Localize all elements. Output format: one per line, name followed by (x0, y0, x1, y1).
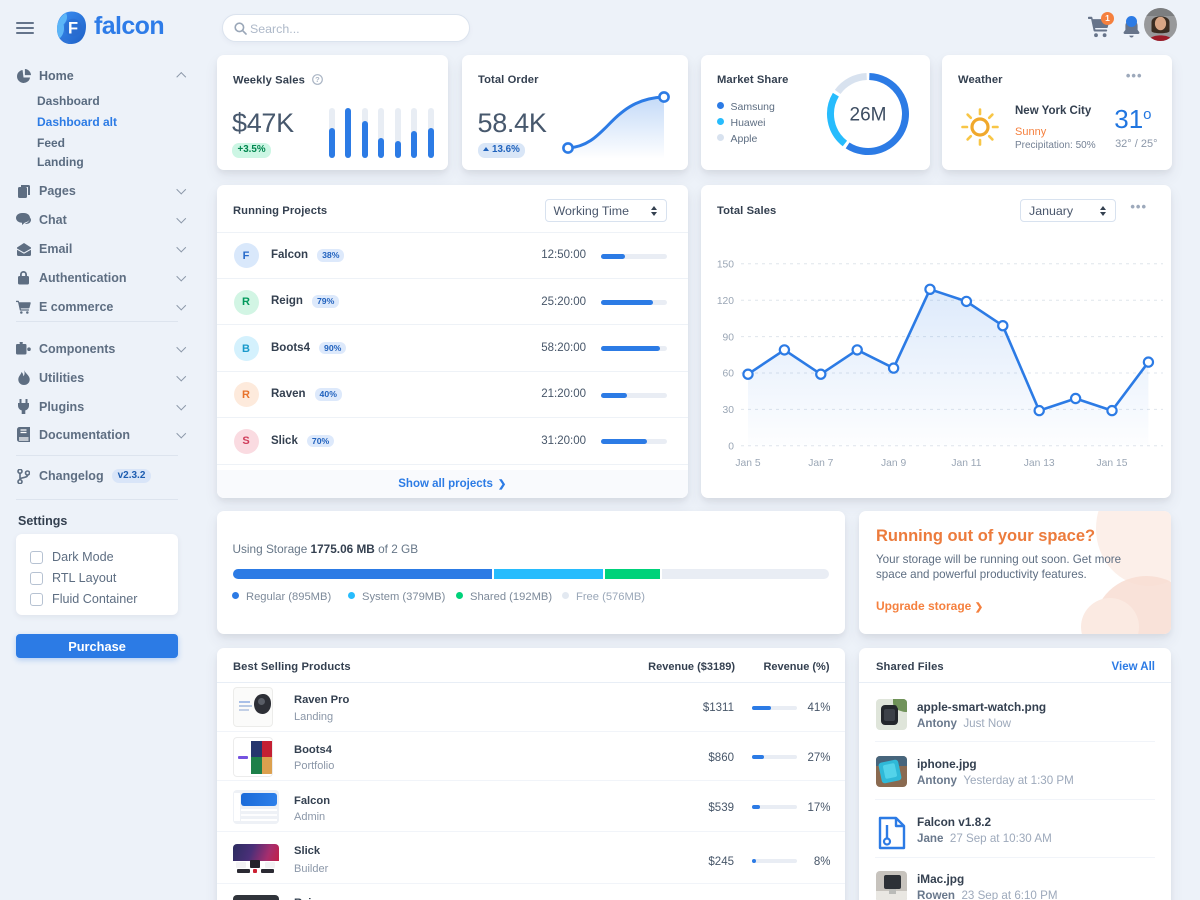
svg-text:Jan 5: Jan 5 (735, 458, 760, 469)
svg-text:Jan 9: Jan 9 (881, 458, 906, 469)
svg-text:26M: 26M (850, 105, 887, 126)
svg-text:F: F (68, 20, 78, 38)
svg-text:Jan 13: Jan 13 (1024, 458, 1055, 469)
svg-text:150: 150 (717, 260, 734, 271)
svg-text:90: 90 (723, 332, 735, 343)
svg-text:?: ? (315, 75, 320, 84)
svg-text:Jan 7: Jan 7 (808, 458, 833, 469)
svg-text:60: 60 (723, 369, 735, 380)
svg-text:30: 30 (723, 405, 735, 416)
svg-text:Jan 11: Jan 11 (951, 458, 981, 469)
svg-text:Jan 15: Jan 15 (1097, 458, 1128, 469)
svg-text:120: 120 (717, 296, 734, 307)
svg-text:0: 0 (728, 442, 734, 453)
